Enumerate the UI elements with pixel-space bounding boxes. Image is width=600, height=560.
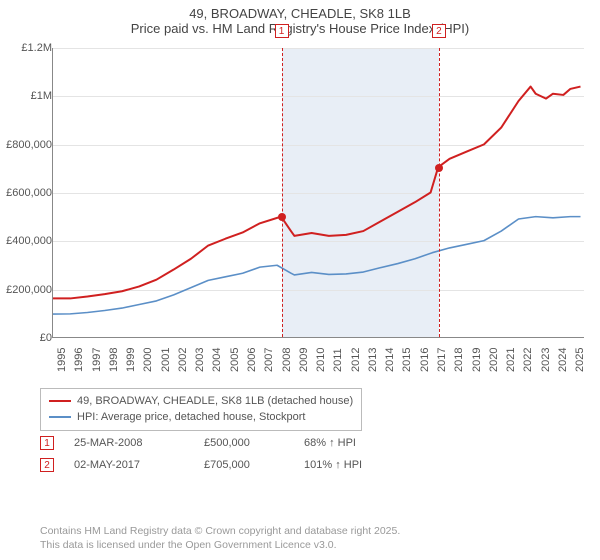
sale-marker-icon: 2: [40, 458, 54, 472]
footer-line-1: Contains HM Land Registry data © Crown c…: [40, 524, 400, 538]
x-tick-label: 1998: [108, 348, 120, 372]
sale-row: 1 25-MAR-2008 £500,000 68% ↑ HPI: [40, 432, 362, 454]
sale-hpi-diff: 68% ↑ HPI: [304, 437, 356, 449]
y-tick-label: £800,000: [6, 139, 52, 151]
legend: 49, BROADWAY, CHEADLE, SK8 1LB (detached…: [40, 388, 362, 431]
x-tick-label: 2023: [540, 348, 552, 372]
x-tick-label: 2011: [332, 348, 344, 372]
sale-dot: [278, 213, 286, 221]
x-tick-label: 2015: [401, 348, 413, 372]
x-tick-label: 1999: [125, 348, 137, 372]
x-tick-label: 2010: [315, 348, 327, 372]
x-tick-label: 2017: [436, 348, 448, 372]
sale-marker-icon: 1: [40, 436, 54, 450]
line-layer: [53, 48, 584, 337]
y-tick-label: £1M: [31, 90, 52, 102]
sale-date: 02-MAY-2017: [74, 459, 184, 471]
sale-dot: [435, 164, 443, 172]
x-tick-label: 1997: [91, 348, 103, 372]
x-tick-label: 2004: [211, 348, 223, 372]
legend-label-hpi: HPI: Average price, detached house, Stoc…: [77, 409, 306, 425]
legend-row-price: 49, BROADWAY, CHEADLE, SK8 1LB (detached…: [49, 393, 353, 409]
x-tick-label: 2022: [522, 348, 534, 372]
sale-hpi-diff: 101% ↑ HPI: [304, 459, 362, 471]
series-hpi: [53, 217, 581, 314]
x-tick-label: 2018: [453, 348, 465, 372]
legend-swatch-hpi: [49, 416, 71, 418]
x-tick-label: 2003: [194, 348, 206, 372]
sales-table: 1 25-MAR-2008 £500,000 68% ↑ HPI 2 02-MA…: [40, 432, 362, 476]
x-tick-label: 2002: [177, 348, 189, 372]
x-tick-label: 2001: [160, 348, 172, 372]
y-tick-label: £400,000: [6, 235, 52, 247]
sale-row: 2 02-MAY-2017 £705,000 101% ↑ HPI: [40, 454, 362, 476]
legend-swatch-price: [49, 400, 71, 402]
x-tick-label: 2019: [471, 348, 483, 372]
x-tick-label: 1995: [56, 348, 68, 372]
sale-date: 25-MAR-2008: [74, 437, 184, 449]
x-tick-label: 2006: [246, 348, 258, 372]
x-tick-label: 2013: [367, 348, 379, 372]
x-tick-label: 2000: [142, 348, 154, 372]
x-tick-label: 2007: [263, 348, 275, 372]
series-price_paid: [53, 87, 581, 299]
x-tick-label: 2008: [281, 348, 293, 372]
footer-attribution: Contains HM Land Registry data © Crown c…: [40, 524, 400, 552]
x-tick-label: 2016: [419, 348, 431, 372]
sale-vline: [282, 48, 283, 337]
sale-price: £500,000: [204, 437, 284, 449]
x-tick-label: 2012: [350, 348, 362, 372]
chart-container: 12 £0 £200,000 £400,000 £600,000 £800,000 £1M…: [8, 42, 592, 382]
x-tick-label: 2025: [574, 348, 586, 372]
x-tick-label: 1996: [73, 348, 85, 372]
title-line-2: Price paid vs. HM Land Registry's House …: [0, 21, 600, 36]
legend-label-price: 49, BROADWAY, CHEADLE, SK8 1LB (detached…: [77, 393, 353, 409]
y-tick-label: £200,000: [6, 284, 52, 296]
x-tick-label: 2020: [488, 348, 500, 372]
x-tick-label: 2014: [384, 348, 396, 372]
x-tick-label: 2009: [298, 348, 310, 372]
plot-area: 12: [52, 48, 584, 338]
x-tick-label: 2005: [229, 348, 241, 372]
title-line-1: 49, BROADWAY, CHEADLE, SK8 1LB: [0, 6, 600, 21]
sale-marker-box: 1: [275, 24, 289, 38]
x-tick-label: 2024: [557, 348, 569, 372]
chart-title-block: 49, BROADWAY, CHEADLE, SK8 1LB Price pai…: [0, 0, 600, 38]
legend-row-hpi: HPI: Average price, detached house, Stoc…: [49, 409, 353, 425]
x-tick-label: 2021: [505, 348, 517, 372]
sale-vline: [439, 48, 440, 337]
y-tick-label: £0: [40, 332, 52, 344]
sale-marker-box: 2: [432, 24, 446, 38]
footer-line-2: This data is licensed under the Open Gov…: [40, 538, 400, 552]
y-tick-label: £1.2M: [21, 42, 52, 54]
sale-price: £705,000: [204, 459, 284, 471]
y-tick-label: £600,000: [6, 187, 52, 199]
